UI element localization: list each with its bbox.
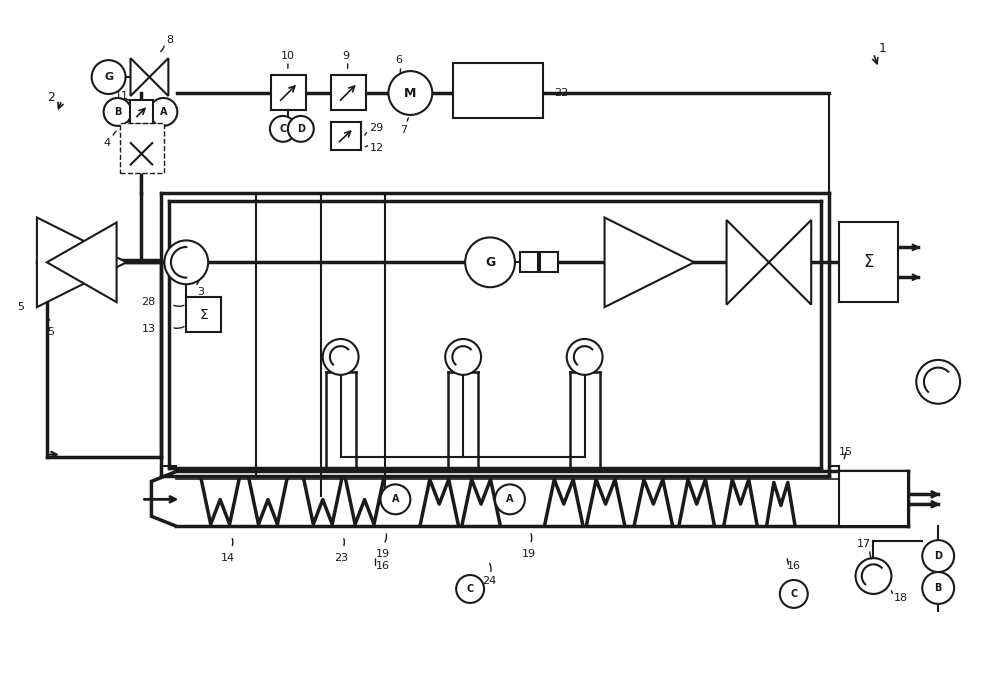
Text: 11: 11 (115, 91, 129, 101)
Circle shape (380, 485, 410, 515)
Text: C: C (279, 124, 287, 134)
Circle shape (465, 238, 515, 287)
Bar (839, 223, 898, 302)
Text: 5: 5 (17, 302, 24, 312)
Text: 28: 28 (141, 297, 156, 307)
Bar (540, 253, 558, 272)
Text: M: M (404, 87, 417, 100)
Bar (186, 297, 221, 332)
Text: 23: 23 (334, 553, 348, 563)
Bar (120, 123, 164, 173)
Text: B: B (935, 583, 942, 593)
Text: 29: 29 (370, 123, 384, 133)
Polygon shape (727, 220, 769, 305)
Circle shape (323, 339, 359, 375)
Circle shape (104, 98, 132, 126)
Text: 18: 18 (893, 593, 908, 603)
Polygon shape (769, 220, 811, 305)
Text: 5: 5 (47, 327, 54, 337)
Text: 2: 2 (47, 91, 55, 104)
Circle shape (856, 558, 891, 594)
Text: A: A (506, 494, 514, 504)
Text: 17: 17 (857, 539, 871, 549)
Circle shape (164, 240, 208, 284)
Text: D: D (934, 551, 942, 561)
Bar (271, 75, 306, 110)
Text: Σ: Σ (199, 307, 208, 322)
Text: 8: 8 (166, 35, 173, 45)
Bar (520, 253, 538, 272)
Text: 15: 15 (839, 447, 853, 456)
Polygon shape (149, 58, 168, 96)
Text: 1: 1 (878, 42, 886, 55)
Circle shape (916, 360, 960, 403)
Text: 4: 4 (104, 138, 111, 148)
Text: 16: 16 (787, 561, 801, 571)
Circle shape (456, 575, 484, 603)
Text: C: C (466, 584, 474, 594)
Circle shape (445, 339, 481, 375)
Text: 19: 19 (376, 549, 390, 559)
Circle shape (922, 540, 954, 572)
Text: 7: 7 (400, 125, 408, 135)
Text: 3: 3 (197, 287, 204, 297)
Circle shape (780, 580, 808, 608)
Circle shape (567, 339, 603, 375)
Bar (331, 75, 366, 110)
Polygon shape (47, 223, 117, 302)
Circle shape (124, 136, 159, 172)
Text: 6: 6 (395, 55, 402, 65)
Polygon shape (131, 58, 149, 96)
Text: 10: 10 (281, 51, 295, 61)
Circle shape (495, 485, 525, 515)
Text: C: C (790, 589, 797, 599)
Text: 12: 12 (370, 143, 384, 153)
Circle shape (922, 572, 954, 604)
Text: B: B (114, 107, 121, 117)
Text: A: A (392, 494, 399, 504)
Circle shape (270, 116, 296, 141)
Bar (839, 471, 908, 526)
Text: A: A (160, 107, 167, 117)
Circle shape (92, 60, 126, 94)
Circle shape (288, 116, 314, 141)
Polygon shape (37, 217, 127, 307)
Bar (453, 63, 543, 118)
Text: G: G (104, 72, 113, 82)
Bar (130, 100, 153, 124)
Text: D: D (297, 124, 305, 134)
Text: 22: 22 (554, 88, 568, 98)
Text: 19: 19 (522, 549, 536, 559)
Text: 24: 24 (482, 576, 496, 586)
Text: 13: 13 (141, 324, 155, 334)
Circle shape (388, 71, 432, 115)
Circle shape (149, 98, 177, 126)
Polygon shape (605, 217, 694, 307)
Text: 14: 14 (221, 553, 235, 563)
Text: 16: 16 (376, 561, 390, 571)
Text: G: G (485, 256, 495, 269)
Text: Σ: Σ (863, 253, 874, 271)
Text: 9: 9 (343, 51, 350, 61)
Bar (331, 122, 361, 150)
